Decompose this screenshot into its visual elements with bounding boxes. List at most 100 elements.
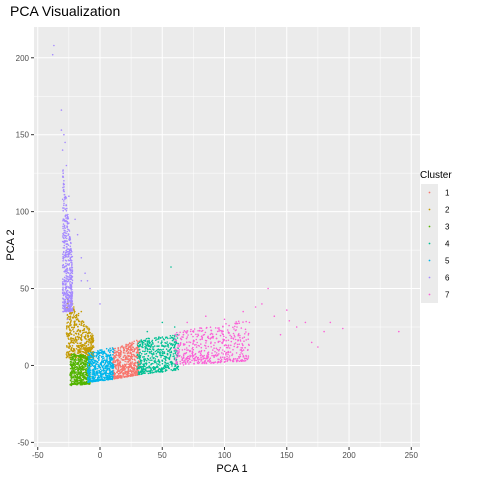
point-cluster-7 (232, 332, 235, 335)
point-cluster-2 (77, 312, 80, 315)
point-cluster-7 (234, 336, 236, 338)
point-cluster-4 (160, 342, 162, 344)
point-cluster-6 (70, 286, 73, 288)
point-cluster-7 (230, 340, 233, 343)
point-cluster-4 (144, 350, 147, 352)
point-cluster-2 (70, 338, 72, 340)
point-cluster-7 (189, 358, 191, 361)
point-cluster-2 (90, 343, 93, 345)
point-cluster-7 (175, 339, 178, 342)
point-cluster-7 (226, 355, 228, 358)
point-cluster-4 (160, 356, 162, 358)
point-cluster-7 (201, 358, 203, 361)
point-cluster-7 (329, 321, 332, 324)
point-cluster-1 (131, 356, 134, 358)
point-cluster-3 (81, 375, 83, 377)
point-cluster-5 (87, 377, 89, 380)
point-cluster-1 (120, 353, 122, 356)
point-cluster-5 (112, 370, 114, 372)
point-cluster-2 (78, 336, 80, 338)
point-cluster-4 (153, 360, 156, 362)
point-cluster-4 (149, 348, 152, 351)
point-cluster-7 (225, 353, 227, 356)
point-cluster-7 (224, 356, 226, 359)
legend-swatch-2 (428, 208, 431, 211)
point-cluster-4 (164, 361, 166, 363)
point-cluster-4 (165, 366, 167, 369)
point-cluster-1 (136, 339, 138, 342)
point-cluster-5 (99, 354, 101, 357)
point-cluster-4 (169, 351, 171, 354)
point-cluster-7 (215, 347, 218, 350)
point-cluster-7 (239, 336, 241, 339)
point-cluster-7 (240, 360, 243, 363)
point-cluster-6 (66, 275, 69, 278)
point-cluster-1 (132, 354, 135, 356)
point-cluster-7 (227, 344, 230, 347)
point-cluster-4 (173, 341, 176, 344)
point-cluster-1 (114, 361, 117, 363)
point-cluster-6 (71, 272, 74, 275)
point-cluster-7 (186, 331, 188, 334)
point-cluster-3 (86, 374, 88, 376)
point-cluster-7 (204, 345, 207, 347)
point-cluster-2 (66, 313, 69, 316)
point-cluster-5 (105, 347, 108, 350)
point-cluster-3 (76, 373, 79, 375)
point-cluster-5 (101, 355, 103, 358)
point-cluster-6 (69, 272, 72, 275)
point-cluster-6 (63, 240, 65, 242)
point-cluster-3 (85, 359, 88, 362)
point-cluster-1 (117, 372, 120, 375)
point-cluster-2 (86, 332, 89, 335)
point-cluster-2 (69, 318, 71, 321)
point-cluster-4 (171, 369, 174, 372)
point-cluster-4 (157, 363, 160, 366)
point-cluster-6 (62, 218, 65, 220)
point-cluster-7 (192, 348, 195, 351)
point-cluster-3 (71, 369, 73, 372)
point-cluster-2 (68, 354, 70, 356)
point-cluster-7 (192, 342, 194, 345)
point-cluster-5 (97, 355, 100, 358)
point-cluster-5 (90, 360, 93, 362)
point-cluster-7 (220, 360, 223, 363)
point-cluster-6 (65, 282, 67, 284)
point-cluster-5 (88, 357, 90, 359)
point-cluster-2 (85, 341, 88, 344)
point-cluster-2 (65, 328, 68, 330)
point-cluster-7 (192, 335, 194, 338)
point-cluster-6 (64, 307, 66, 310)
point-cluster-5 (93, 368, 95, 371)
point-cluster-1 (135, 370, 137, 373)
point-cluster-4 (143, 359, 145, 361)
point-cluster-1 (122, 373, 125, 376)
point-cluster-1 (133, 372, 135, 375)
point-cluster-1 (116, 350, 118, 353)
point-cluster-2 (73, 324, 75, 327)
point-cluster-3 (70, 382, 73, 385)
point-cluster-4 (172, 343, 174, 346)
point-cluster-7 (182, 364, 185, 366)
y-axis: -50 0 50 100 150 200 (16, 54, 34, 447)
point-cluster-6 (67, 255, 70, 258)
point-cluster-5 (88, 371, 90, 374)
point-cluster-1 (127, 354, 129, 357)
point-cluster-1 (131, 358, 134, 361)
point-cluster-2 (81, 332, 84, 335)
point-cluster-5 (109, 366, 111, 368)
point-cluster-7 (196, 356, 199, 359)
point-cluster-2 (86, 328, 89, 330)
point-cluster-1 (119, 374, 122, 377)
point-cluster-6 (64, 208, 67, 210)
point-cluster-4 (138, 344, 141, 346)
point-cluster-5 (105, 378, 108, 381)
point-cluster-5 (88, 359, 90, 361)
point-cluster-6 (76, 233, 79, 236)
point-cluster-7 (193, 359, 196, 362)
point-cluster-7 (236, 358, 239, 360)
point-cluster-2 (81, 344, 83, 346)
point-cluster-1 (132, 346, 134, 348)
point-cluster-1 (136, 369, 139, 371)
point-cluster-4 (169, 342, 171, 345)
